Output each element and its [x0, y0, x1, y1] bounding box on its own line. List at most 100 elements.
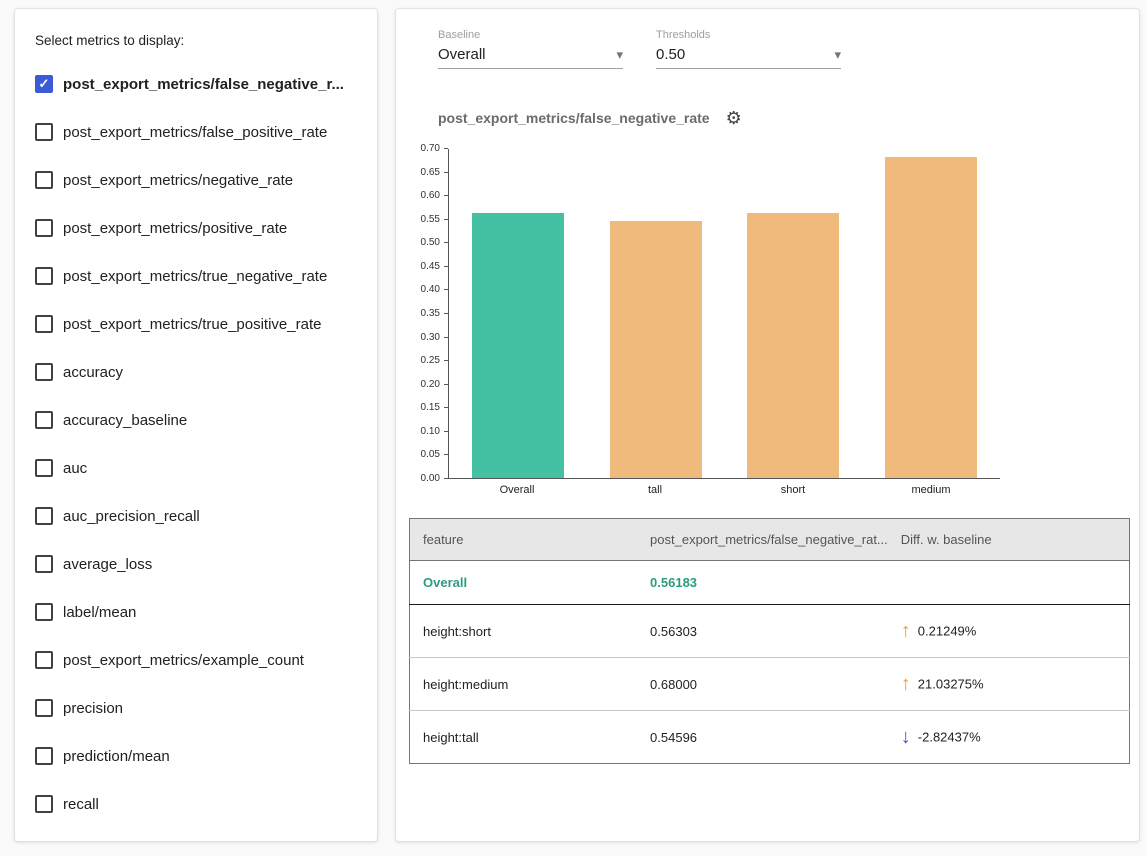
checkbox-unchecked-icon[interactable] — [35, 555, 53, 573]
baseline-select-label: Baseline — [438, 29, 623, 41]
metric-label: auc — [63, 460, 87, 477]
checkbox-unchecked-icon[interactable] — [35, 507, 53, 525]
metric-label: post_export_metrics/negative_rate — [63, 172, 293, 189]
checkbox-unchecked-icon[interactable] — [35, 411, 53, 429]
baseline-select-value: Overall — [438, 46, 486, 63]
table-row-height-short: height:short0.56303↑0.21249% — [410, 605, 1130, 658]
y-tick-label: 0.60 — [421, 191, 440, 201]
y-tick-label: 0.65 — [421, 168, 440, 178]
metric-item-post-export-metrics-true-positive-rate[interactable]: post_export_metrics/true_positive_rate — [35, 300, 367, 348]
diff-cell: ↑0.21249% — [888, 605, 1130, 658]
y-tick-label: 0.40 — [421, 285, 440, 295]
diff-cell — [888, 561, 1130, 605]
checkbox-unchecked-icon[interactable] — [35, 651, 53, 669]
y-tick-label: 0.55 — [421, 215, 440, 225]
arrow-up-icon: ↑ — [901, 620, 911, 642]
x-tick-label: Overall — [448, 484, 586, 496]
metric-value-cell: 0.56183 — [637, 561, 888, 605]
metric-item-recall[interactable]: recall — [35, 780, 367, 828]
checkbox-unchecked-icon[interactable] — [35, 123, 53, 141]
bar-overall[interactable] — [472, 213, 564, 478]
metric-label: post_export_metrics/false_negative_r... — [63, 76, 344, 93]
metric-item-post-export-metrics-example-count[interactable]: post_export_metrics/example_count — [35, 636, 367, 684]
checkbox-unchecked-icon[interactable] — [35, 603, 53, 621]
thresholds-select[interactable]: Thresholds 0.50 ▾ — [656, 29, 841, 69]
checkbox-unchecked-icon[interactable] — [35, 363, 53, 381]
y-tick-label: 0.70 — [421, 144, 440, 154]
bar-chart: 0.000.050.100.150.200.250.300.350.400.45… — [409, 149, 1123, 496]
y-tick-mark — [444, 242, 448, 243]
results-panel: Baseline Overall ▾ Thresholds 0.50 ▾ pos… — [395, 8, 1140, 842]
metric-label: post_export_metrics/false_positive_rate — [63, 124, 327, 141]
metric-label: post_export_metrics/example_count — [63, 652, 304, 669]
diff-value: -2.82437% — [918, 730, 981, 745]
metric-value-cell: 0.68000 — [637, 658, 888, 711]
y-tick-label: 0.50 — [421, 238, 440, 248]
y-tick-label: 0.30 — [421, 333, 440, 343]
metric-label: post_export_metrics/true_positive_rate — [63, 316, 321, 333]
checkbox-unchecked-icon[interactable] — [35, 795, 53, 813]
arrow-up-icon: ↑ — [901, 673, 911, 695]
checkbox-unchecked-icon[interactable] — [35, 267, 53, 285]
metric-item-post-export-metrics-positive-rate[interactable]: post_export_metrics/positive_rate — [35, 204, 367, 252]
settings-gear-icon[interactable]: ⚙ — [726, 109, 742, 127]
metric-label: average_loss — [63, 556, 152, 573]
metric-label: post_export_metrics/positive_rate — [63, 220, 287, 237]
checkbox-unchecked-icon[interactable] — [35, 315, 53, 333]
y-tick-mark — [444, 431, 448, 432]
chart-title: post_export_metrics/false_negative_rate — [438, 110, 710, 126]
y-tick-label: 0.05 — [421, 450, 440, 460]
thresholds-select-value: 0.50 — [656, 46, 685, 63]
checkbox-unchecked-icon[interactable] — [35, 171, 53, 189]
metric-label: label/mean — [63, 604, 136, 621]
feature-cell: height:tall — [410, 711, 638, 764]
baseline-select[interactable]: Baseline Overall ▾ — [438, 29, 623, 69]
metric-label: auc_precision_recall — [63, 508, 200, 525]
dropdown-arrow-icon[interactable]: ▾ — [616, 47, 623, 63]
metric-item-post-export-metrics-true-negative-rate[interactable]: post_export_metrics/true_negative_rate — [35, 252, 367, 300]
table-row-height-medium: height:medium0.68000↑21.03275% — [410, 658, 1130, 711]
metric-item-post-export-metrics-false-negative-r[interactable]: ✓ post_export_metrics/false_negative_r... — [35, 60, 367, 108]
y-tick-mark — [444, 219, 448, 220]
metric-item-accuracy-baseline[interactable]: accuracy_baseline — [35, 396, 367, 444]
metrics-list: ✓ post_export_metrics/false_negative_r...… — [35, 60, 367, 828]
bar-medium[interactable] — [885, 157, 977, 478]
y-tick-mark — [444, 407, 448, 408]
metric-item-label-mean[interactable]: label/mean — [35, 588, 367, 636]
metric-item-accuracy[interactable]: accuracy — [35, 348, 367, 396]
dropdown-arrow-icon[interactable]: ▾ — [834, 47, 841, 63]
header-diff: Diff. w. baseline — [888, 519, 1130, 561]
metric-item-precision[interactable]: precision — [35, 684, 367, 732]
y-tick-label: 0.15 — [421, 403, 440, 413]
y-tick-label: 0.45 — [421, 262, 440, 272]
arrow-down-icon: ↓ — [901, 726, 911, 748]
metric-item-prediction-mean[interactable]: prediction/mean — [35, 732, 367, 780]
bar-short[interactable] — [747, 213, 839, 478]
y-tick-mark — [444, 454, 448, 455]
checkbox-unchecked-icon[interactable] — [35, 219, 53, 237]
y-tick-mark — [444, 148, 448, 149]
diff-cell: ↓ -2.82437% — [888, 711, 1130, 764]
metrics-table: feature post_export_metrics/false_negati… — [409, 518, 1130, 764]
checkbox-checked-icon[interactable]: ✓ — [35, 75, 53, 93]
diff-cell: ↑21.03275% — [888, 658, 1130, 711]
header-feature: feature — [410, 519, 638, 561]
metric-item-post-export-metrics-negative-rate[interactable]: post_export_metrics/negative_rate — [35, 156, 367, 204]
metric-label: accuracy_baseline — [63, 412, 187, 429]
controls-row: Baseline Overall ▾ Thresholds 0.50 ▾ — [438, 29, 1123, 69]
checkbox-unchecked-icon[interactable] — [35, 747, 53, 765]
metric-item-average-loss[interactable]: average_loss — [35, 540, 367, 588]
x-tick-label: medium — [862, 484, 1000, 496]
metric-item-post-export-metrics-false-positive-rate[interactable]: post_export_metrics/false_positive_rate — [35, 108, 367, 156]
metric-label: precision — [63, 700, 123, 717]
metric-label: post_export_metrics/true_negative_rate — [63, 268, 327, 285]
checkbox-unchecked-icon[interactable] — [35, 699, 53, 717]
metric-item-auc-precision-recall[interactable]: auc_precision_recall — [35, 492, 367, 540]
bar-tall[interactable] — [610, 221, 702, 478]
checkbox-unchecked-icon[interactable] — [35, 459, 53, 477]
y-axis: 0.000.050.100.150.200.250.300.350.400.45… — [409, 149, 448, 479]
metric-item-auc[interactable]: auc — [35, 444, 367, 492]
table-header-row: feature post_export_metrics/false_negati… — [410, 519, 1130, 561]
metric-value-cell: 0.54596 — [637, 711, 888, 764]
metric-label: prediction/mean — [63, 748, 170, 765]
